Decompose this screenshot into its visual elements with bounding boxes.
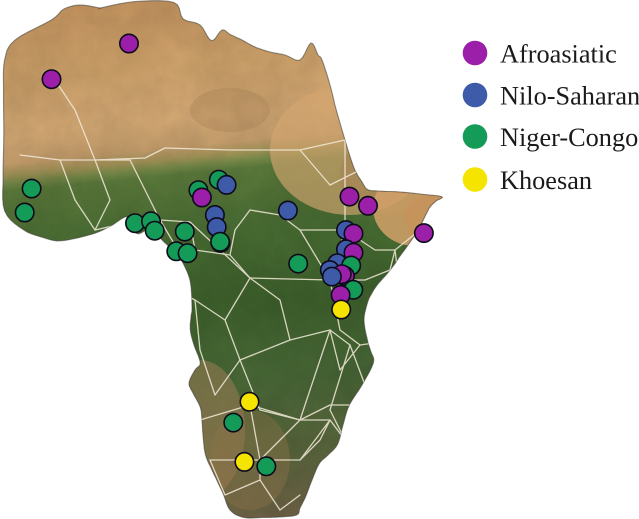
svg-text:Afroasiatic: Afroasiatic	[500, 40, 617, 69]
svg-text:Nilo-Saharan: Nilo-Saharan	[500, 82, 639, 111]
svg-text:Khoesan: Khoesan	[500, 166, 592, 195]
svg-text:Niger-Congo: Niger-Congo	[500, 123, 638, 152]
